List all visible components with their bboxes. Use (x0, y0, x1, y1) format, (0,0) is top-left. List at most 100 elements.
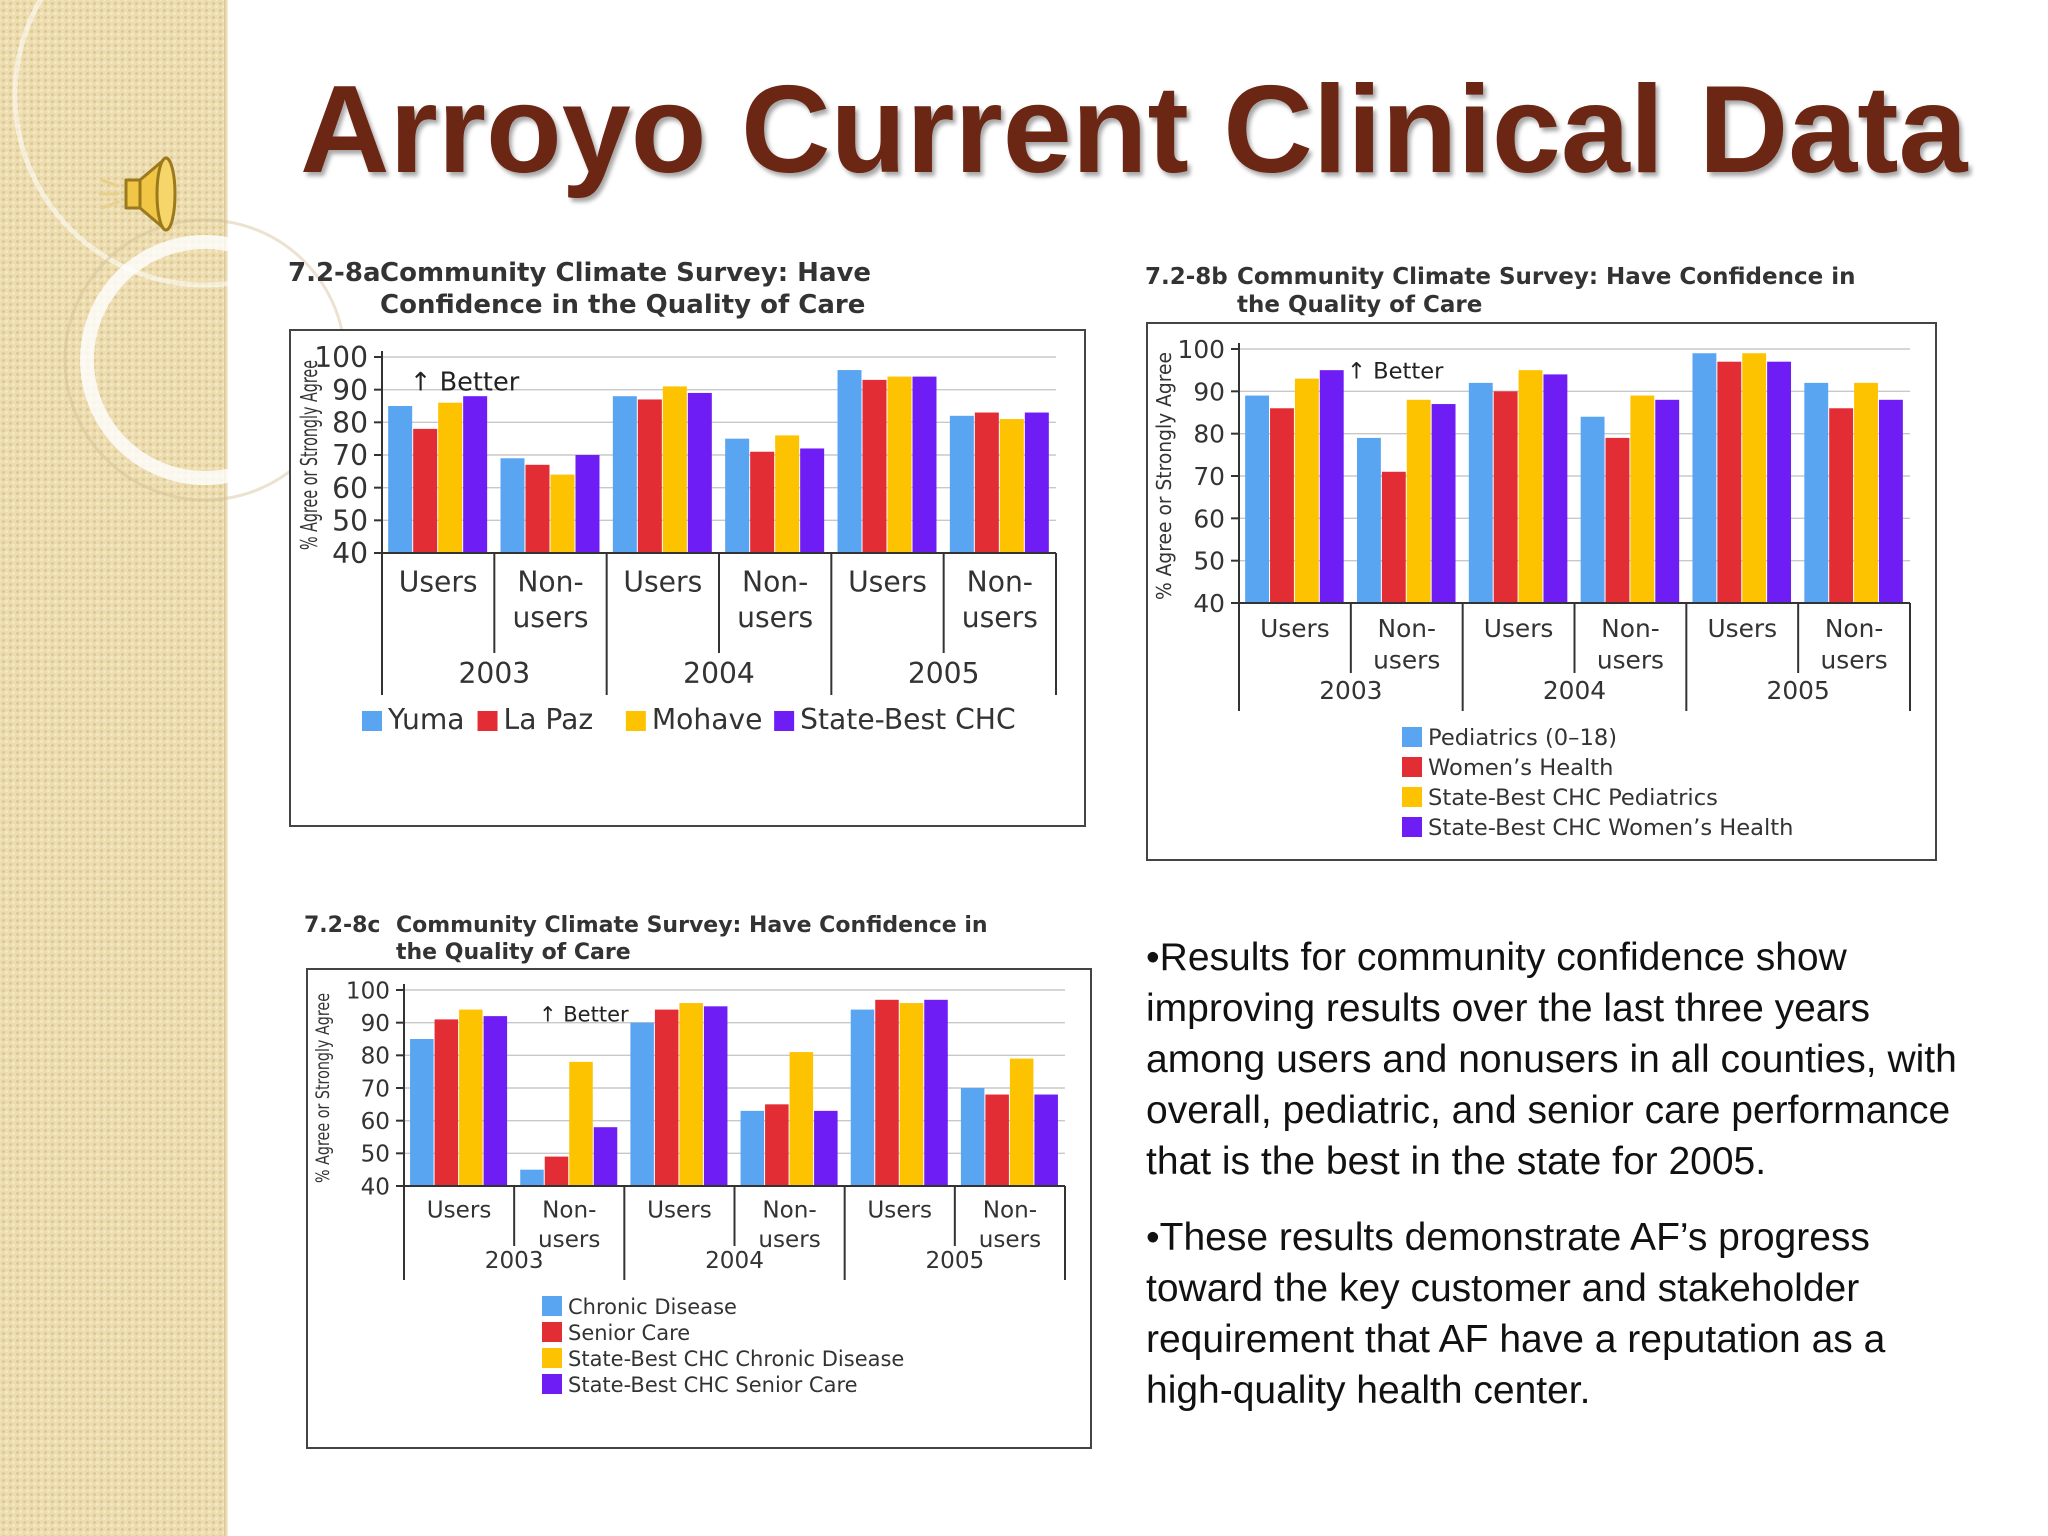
bar (887, 376, 912, 553)
legend-swatch (625, 711, 646, 731)
x-category-label: users (737, 601, 813, 634)
bar (637, 399, 662, 553)
legend-swatch (362, 711, 382, 731)
x-category-label: users (1373, 646, 1440, 675)
y-tick-label: 90 (1193, 377, 1225, 406)
bar (1804, 382, 1829, 603)
bar (593, 1127, 618, 1186)
chart-number: 7.2-8b (1145, 264, 1228, 290)
bar (703, 1006, 728, 1186)
y-tick-label: 50 (1193, 547, 1225, 576)
bar (1605, 437, 1630, 603)
x-group-label: 2004 (705, 1248, 764, 1274)
chart-7-2-8c: 40 50 60 70 80 90 100 % Agree or Strongly Agree… (306, 968, 1092, 1449)
better-annotation: ↑ Better (1347, 358, 1444, 384)
y-tick-label: 80 (361, 1044, 390, 1070)
x-category-label: Users (623, 565, 702, 598)
x-category-label: Users (647, 1198, 712, 1224)
legend-label: State-Best CHC Pediatrics (1428, 785, 1718, 811)
y-tick-label: 90 (332, 374, 368, 407)
bar (687, 392, 712, 553)
legend-swatch (542, 1322, 562, 1342)
y-tick-label: 60 (332, 472, 368, 505)
legend-label: State-Best CHC Chronic Disease (568, 1347, 904, 1371)
bar (1742, 353, 1767, 603)
y-tick-label: 50 (332, 505, 368, 538)
bar (974, 412, 999, 553)
x-category-label: Non- (1825, 614, 1884, 643)
sidebar-edge (224, 0, 228, 1536)
x-category-label: users (512, 601, 588, 634)
y-axis-label: % Agree or Strongly Agree (297, 360, 323, 550)
legend-swatch (542, 1374, 562, 1394)
bar (1294, 378, 1319, 603)
x-category-label: users (1820, 646, 1887, 675)
bar (459, 1009, 483, 1186)
bar (520, 1169, 544, 1186)
bar (575, 455, 600, 553)
x-category-label: users (1597, 646, 1664, 675)
chart-title-text: Community Climate Survey: Have Confidenc… (1237, 264, 1856, 319)
y-tick-label: 100 (1178, 335, 1225, 364)
bar (410, 1039, 434, 1186)
legend-label: State-Best CHC Women’s Health (1428, 815, 1793, 841)
bar (1493, 391, 1518, 603)
speaker-icon[interactable] (96, 150, 186, 232)
bar (800, 448, 825, 553)
legend-label: Mohave (652, 703, 763, 736)
bar (612, 396, 637, 553)
bar (662, 386, 687, 553)
bar (862, 379, 887, 553)
legend-label: Pediatrics (0–18) (1428, 725, 1617, 751)
chart-title: 7.2-8c Community Climate Survey: Have Con… (304, 913, 1036, 967)
y-tick-label: 40 (1193, 589, 1225, 618)
x-category-label: Users (867, 1198, 932, 1224)
bar (1319, 370, 1344, 603)
bar (899, 1003, 924, 1186)
bar (569, 1061, 593, 1186)
bar (765, 1104, 789, 1186)
legend-label: Women’s Health (1428, 755, 1613, 781)
bar (654, 1009, 679, 1186)
bar (1767, 361, 1792, 603)
bar (438, 402, 463, 553)
y-tick-label: 70 (1193, 462, 1225, 491)
chart-number: 7.2-8a (288, 258, 381, 288)
bar (1431, 404, 1456, 603)
x-category-label: Non- (742, 565, 808, 598)
y-tick-label: 60 (1193, 504, 1225, 533)
bar (837, 370, 862, 553)
x-category-label: Non- (1601, 614, 1660, 643)
x-category-label: users (979, 1227, 1041, 1253)
y-tick-label: 90 (361, 1011, 390, 1037)
chart-frame (289, 329, 1086, 827)
y-tick-label: 40 (361, 1174, 390, 1200)
chart-title-text: Community Climate Survey: Have Confidenc… (396, 913, 988, 965)
y-tick-label: 100 (314, 341, 368, 374)
bar (1034, 1094, 1058, 1186)
x-category-label: Non- (967, 565, 1033, 598)
chart-title: 7.2-8b Community Climate Survey: Have Con… (1145, 263, 1877, 319)
y-tick-label: 70 (332, 439, 368, 472)
bar (1630, 395, 1655, 603)
bar (1878, 399, 1903, 603)
x-category-label: Users (399, 565, 478, 598)
bar (388, 406, 413, 553)
bar (1406, 399, 1431, 603)
bar (750, 451, 775, 553)
chart-title-text: Community Climate Survey: Have Confidenc… (380, 258, 872, 320)
bar (1580, 416, 1605, 603)
bar (814, 1110, 838, 1186)
chart-7-2-8b: 40 50 60 70 80 90 100% Agree or Strongly Agree… (1146, 322, 1937, 861)
legend-swatch (1402, 757, 1422, 777)
x-group-label: 2005 (908, 657, 980, 690)
chart-title: 7.2-8aCommunity Climate Survey: Have Con… (288, 258, 1020, 321)
bar (463, 396, 488, 553)
bar (550, 474, 575, 553)
x-group-label: 2003 (1319, 676, 1382, 705)
x-category-label: Non- (983, 1198, 1037, 1224)
x-group-label: 2005 (925, 1248, 984, 1274)
x-category-label: Non- (542, 1198, 596, 1224)
legend-swatch (1402, 787, 1422, 807)
bar (679, 1003, 703, 1186)
